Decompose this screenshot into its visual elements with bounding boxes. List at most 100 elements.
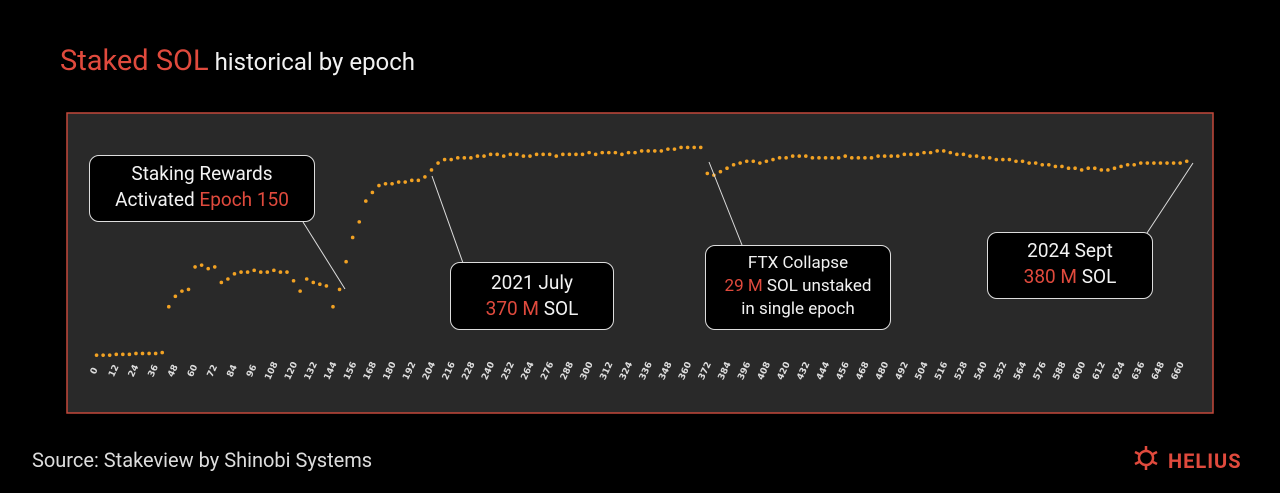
annotation-text: SOL — [539, 297, 579, 320]
data-point — [344, 259, 348, 264]
data-point — [698, 145, 703, 150]
title-accent: Staked SOL — [60, 44, 209, 78]
data-point — [272, 268, 276, 273]
data-point — [186, 287, 191, 292]
data-point — [515, 152, 519, 157]
data-point — [357, 220, 362, 224]
data-point — [101, 353, 105, 357]
x-tick-label: 12 — [107, 363, 121, 379]
data-point — [1027, 161, 1031, 165]
annotation-line: 29 M SOL unstaked — [706, 275, 890, 298]
data-point — [1158, 161, 1163, 165]
data-point — [830, 156, 834, 160]
annotation-line: 2021 July — [451, 270, 613, 296]
data-point — [574, 152, 578, 157]
data-point — [252, 268, 256, 273]
data-point — [350, 235, 355, 240]
data-point — [107, 353, 112, 357]
data-point — [475, 154, 480, 158]
data-point — [804, 154, 808, 158]
data-point — [679, 145, 683, 150]
data-point — [291, 278, 296, 283]
data-point — [1053, 164, 1058, 169]
data-point — [449, 157, 453, 162]
data-point — [718, 169, 723, 174]
data-point — [462, 156, 467, 160]
annotation-line: 2024 Sept — [988, 238, 1152, 264]
data-point — [1178, 161, 1182, 165]
data-point — [160, 350, 165, 355]
data-point — [1099, 168, 1104, 172]
data-point — [547, 152, 552, 157]
data-point — [304, 277, 309, 281]
data-point — [928, 150, 933, 155]
leader-line — [1146, 162, 1194, 234]
data-point — [501, 154, 506, 158]
data-point — [1079, 168, 1084, 172]
brand-logo — [1134, 446, 1158, 470]
annotation: 2021 July 370 M SOL — [450, 262, 614, 330]
data-point — [856, 156, 861, 160]
data-point — [784, 156, 788, 160]
annotation-text: 29 M — [724, 276, 763, 296]
source: Source: Stakeview by Shinobi Systems — [32, 448, 373, 472]
annotation-text: FTX Collapse — [747, 253, 849, 273]
data-point — [1132, 162, 1136, 167]
data-point — [219, 280, 224, 285]
data-point — [429, 168, 434, 172]
data-point — [659, 149, 664, 153]
annotation-line: 380 M SOL — [988, 264, 1152, 290]
x-tick-label: 72 — [206, 363, 220, 379]
data-point — [593, 152, 598, 157]
data-point — [1184, 159, 1189, 164]
data-point — [738, 161, 742, 165]
data-point — [1060, 164, 1064, 169]
data-point — [922, 150, 926, 155]
x-tick-label: 36 — [147, 363, 161, 379]
data-point — [797, 154, 802, 158]
data-point — [1152, 161, 1156, 165]
data-point — [409, 178, 414, 183]
annotation-text: Epoch 150 — [199, 188, 289, 211]
annotation: FTX Collapse 29 M SOL unstaked in single e… — [705, 245, 891, 330]
data-point — [232, 272, 237, 276]
data-point — [941, 149, 946, 153]
data-point — [488, 152, 493, 157]
data-point — [383, 181, 388, 186]
data-point — [639, 149, 644, 153]
data-point — [666, 147, 670, 151]
data-point — [147, 351, 151, 356]
data-point — [206, 266, 210, 271]
data-point — [620, 152, 624, 157]
annotation-line: FTX Collapse — [706, 252, 890, 275]
data-point — [318, 282, 322, 287]
data-point — [744, 159, 749, 164]
data-point — [1145, 161, 1150, 165]
data-point — [1033, 161, 1038, 165]
data-point — [1086, 166, 1091, 171]
annotation-text: 2024 Sept — [1027, 239, 1113, 262]
data-point — [508, 152, 513, 157]
x-tick-label: 0 — [89, 366, 101, 376]
data-point — [331, 304, 335, 309]
data-point — [935, 149, 939, 153]
data-point — [863, 156, 867, 160]
annotation-line: 370 M SOL — [451, 296, 613, 322]
title-rest: historical by epoch — [214, 48, 416, 76]
data-point — [1092, 166, 1097, 171]
data-point — [94, 353, 99, 357]
data-point — [955, 152, 959, 157]
data-point — [692, 145, 696, 150]
data-point — [180, 289, 184, 293]
data-point — [948, 150, 953, 155]
data-point — [114, 352, 119, 357]
data-point — [600, 150, 605, 155]
data-point — [751, 159, 756, 164]
data-point — [528, 154, 532, 158]
data-point — [1066, 166, 1071, 171]
data-point — [876, 154, 880, 158]
data-point — [895, 154, 900, 158]
data-point — [541, 152, 545, 157]
data-point — [1001, 157, 1005, 162]
data-point — [278, 270, 283, 274]
